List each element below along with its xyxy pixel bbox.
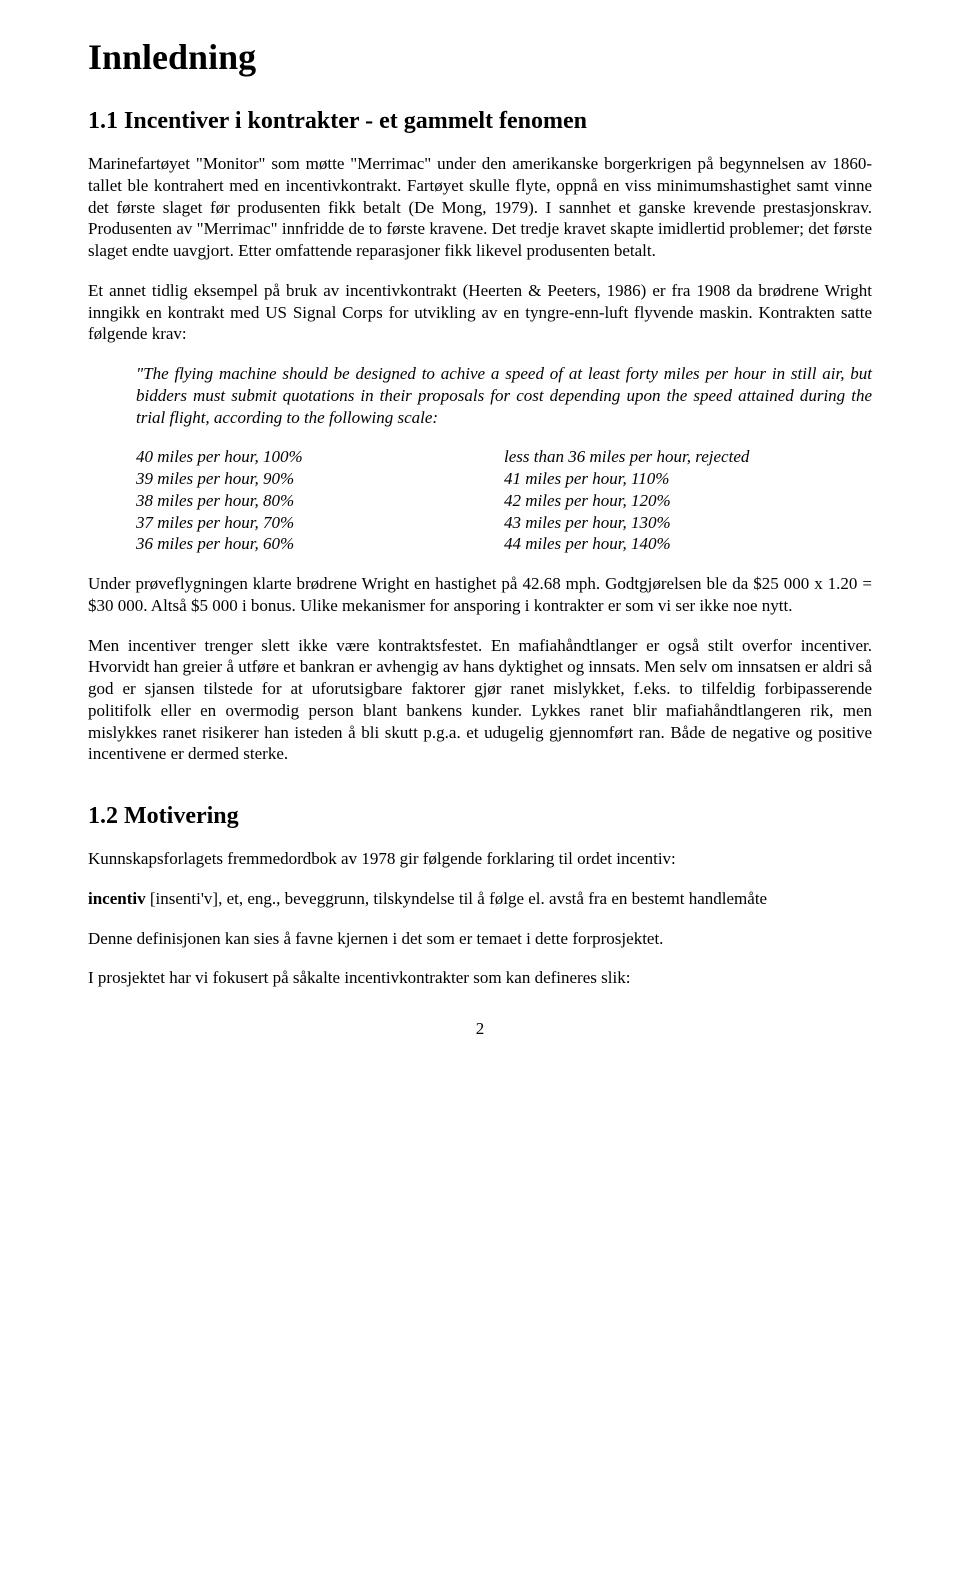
speed-table-left: 40 miles per hour, 100% 39 miles per hou…: [136, 446, 504, 555]
speed-table: 40 miles per hour, 100% 39 miles per hou…: [136, 446, 872, 555]
term-bold: incentiv: [88, 889, 146, 908]
speed-table-right: less than 36 miles per hour, rejected 41…: [504, 446, 872, 555]
section-2-paragraph-4: I prosjektet har vi fokusert på såkalte …: [88, 967, 872, 989]
table-row: 43 miles per hour, 130%: [504, 512, 872, 534]
table-row: 40 miles per hour, 100%: [136, 446, 504, 468]
table-row: 36 miles per hour, 60%: [136, 533, 504, 555]
section-1-paragraph-2: Et annet tidlig eksempel på bruk av ince…: [88, 280, 872, 345]
table-row: 39 miles per hour, 90%: [136, 468, 504, 490]
table-row: 38 miles per hour, 80%: [136, 490, 504, 512]
section-1-paragraph-3: Under prøveflygningen klarte brødrene Wr…: [88, 573, 872, 617]
term-definition: [insenti'v], et, eng., beveggrunn, tilsk…: [146, 889, 767, 908]
page-title: Innledning: [88, 36, 872, 78]
section-1-heading: 1.1 Incentiver i kontrakter - et gammelt…: [88, 108, 872, 135]
table-row: less than 36 miles per hour, rejected: [504, 446, 872, 468]
section-2-paragraph-3: Denne definisjonen kan sies å favne kjer…: [88, 928, 872, 950]
page-number: 2: [88, 1019, 872, 1039]
quote-text: "The flying machine should be designed t…: [136, 363, 872, 428]
section-1-paragraph-1: Marinefartøyet "Monitor" som møtte "Merr…: [88, 153, 872, 262]
section-2-paragraph-1: Kunnskapsforlagets fremmedordbok av 1978…: [88, 848, 872, 870]
table-row: 44 miles per hour, 140%: [504, 533, 872, 555]
table-row: 42 miles per hour, 120%: [504, 490, 872, 512]
table-row: 37 miles per hour, 70%: [136, 512, 504, 534]
document-page: Innledning 1.1 Incentiver i kontrakter -…: [0, 0, 960, 1089]
section-2-paragraph-2: incentiv [insenti'v], et, eng., beveggru…: [88, 888, 872, 910]
section-2-heading: 1.2 Motivering: [88, 803, 872, 830]
section-1-paragraph-4: Men incentiver trenger slett ikke være k…: [88, 635, 872, 766]
quote-block: "The flying machine should be designed t…: [136, 363, 872, 428]
table-row: 41 miles per hour, 110%: [504, 468, 872, 490]
